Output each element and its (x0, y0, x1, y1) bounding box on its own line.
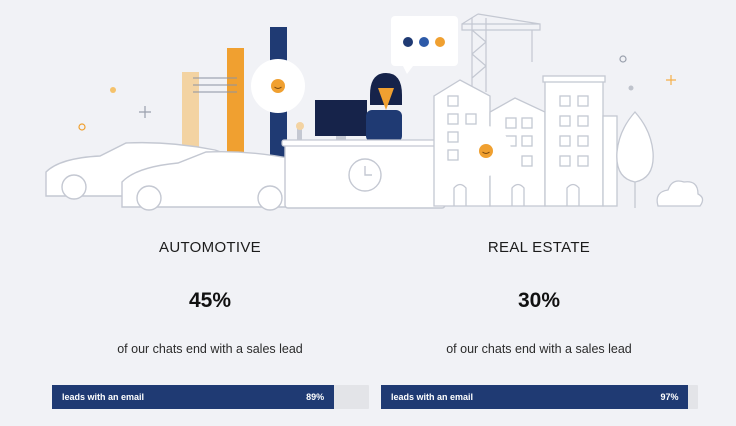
progress-bar-value: 97% (660, 392, 679, 402)
chat-lead-percent: 45% (188, 289, 232, 312)
progress-bar-fill: leads with an email 97% (381, 385, 689, 409)
buildings-icon (433, 75, 618, 207)
progress-bar-real-estate: leads with an email 97% (381, 385, 698, 409)
stat-real-estate: REAL ESTATE 30% of our chats end with a … (374, 238, 704, 358)
smiley-bubble-left-icon (251, 59, 305, 113)
progress-bar-fill: leads with an email 89% (52, 385, 335, 409)
decorative-sparkles (78, 55, 676, 131)
crane-icon (461, 13, 541, 92)
reception-desk-icon (281, 73, 449, 209)
chat-bubble-icon (391, 16, 458, 74)
progress-bar-automotive: leads with an email 89% (52, 385, 369, 409)
hero-illustration (45, 13, 704, 211)
industry-title: AUTOMOTIVE (159, 239, 261, 256)
progress-bar-label: leads with an email (62, 392, 145, 402)
stat-caption: of our chats end with a sales lead (117, 342, 303, 356)
chat-lead-percent: 30% (517, 289, 561, 312)
progress-bar-label: leads with an email (391, 392, 474, 402)
tree-icon (616, 111, 704, 208)
stat-automotive: AUTOMOTIVE 45% of our chats end with a s… (45, 238, 375, 358)
industry-title: REAL ESTATE (487, 239, 591, 256)
smiley-bubble-right-icon (461, 126, 511, 176)
stat-caption: of our chats end with a sales lead (446, 342, 632, 356)
progress-bar-value: 89% (306, 392, 325, 402)
cars-icon (45, 141, 331, 211)
